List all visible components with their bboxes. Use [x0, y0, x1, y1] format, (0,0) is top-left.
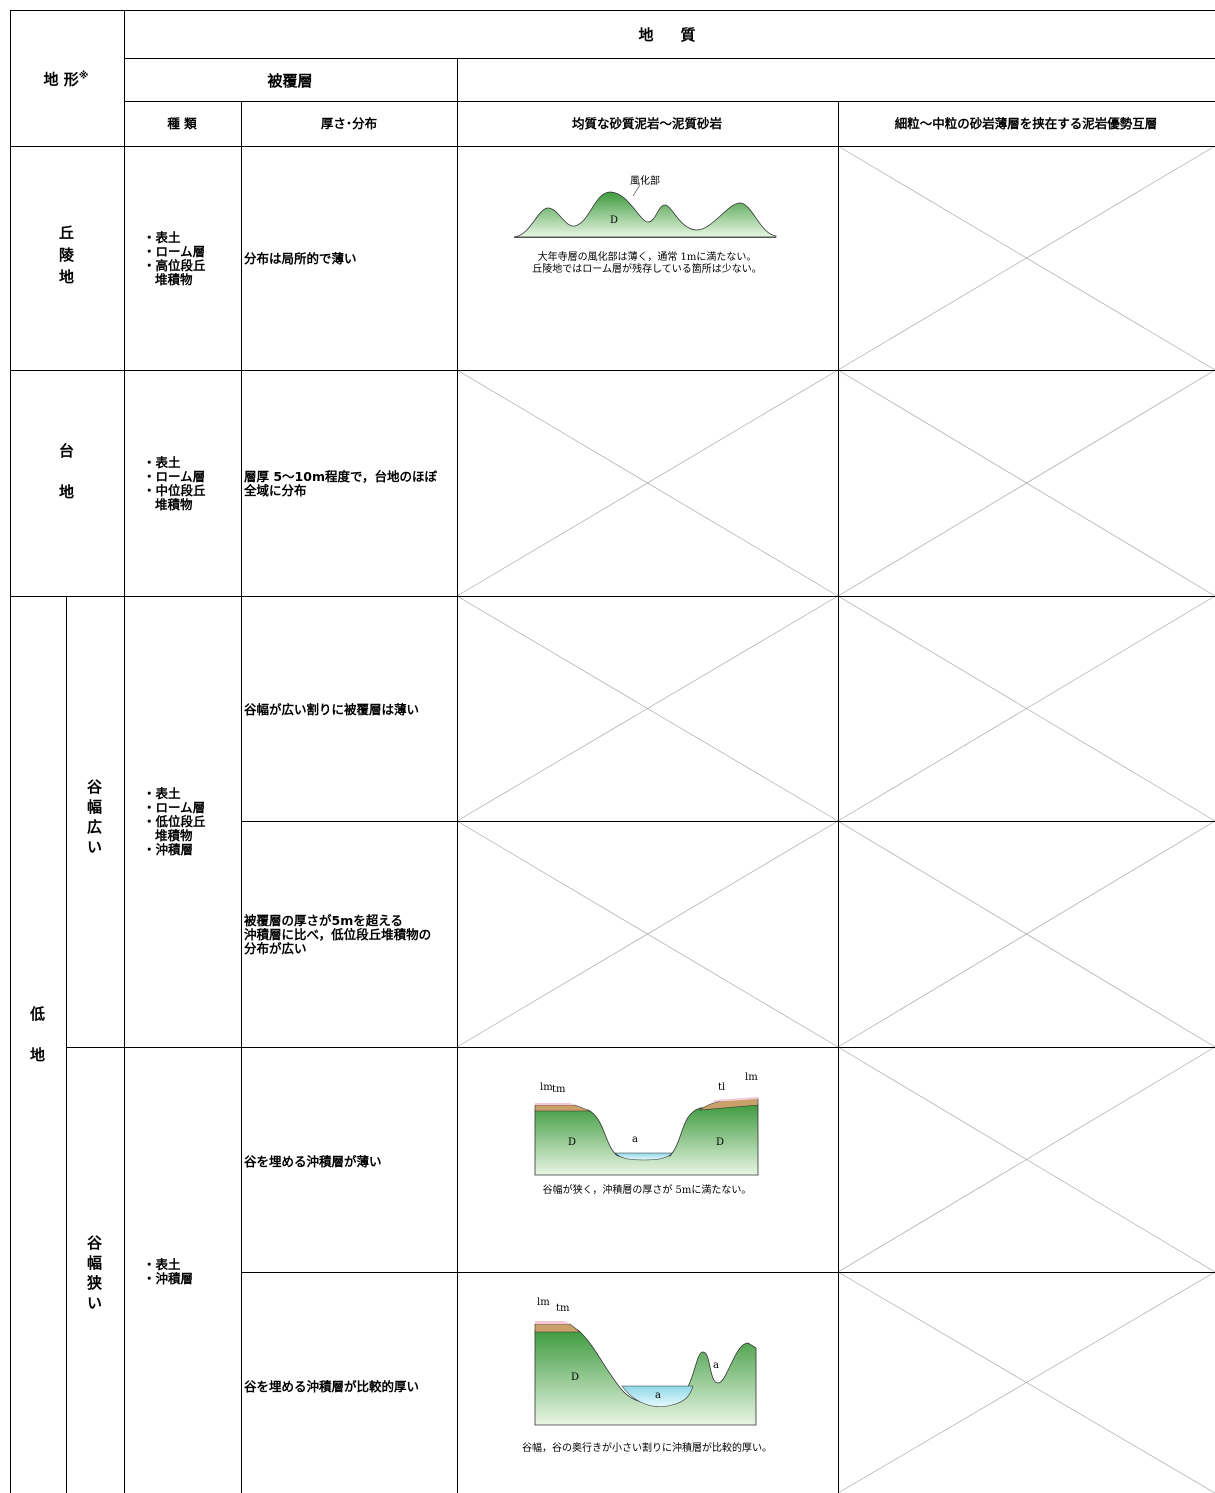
figure-caption: 谷幅，谷の奥行きが小さい割りに沖積層が比較的厚い。 — [522, 1443, 772, 1455]
figure-label: a — [632, 1134, 638, 1145]
empty-cell-cross — [837, 595, 1215, 822]
empty-cell-cross — [456, 820, 839, 1048]
kind-list-line: ・表土 — [143, 230, 181, 245]
thickness-text-line: 沖積層に比べ，低位段丘堆積物の — [244, 927, 432, 942]
geology-header: 地 質 — [638, 26, 702, 44]
empty-cell-cross — [456, 369, 839, 597]
thickness-text: 谷を埋める沖積層が薄い — [244, 1155, 382, 1169]
thickness-text: 被覆層の厚さが5mを超える 沖積層に比べ，低位段丘堆積物の 分布が広い — [244, 914, 431, 956]
hill-figure: 風化部 D — [513, 174, 777, 238]
kind-list-line: ・ローム層 — [143, 244, 206, 259]
thickness-text-line: 分布は局所的で薄い — [244, 251, 357, 266]
kind-list: ・表土 ・ローム層 ・中位段丘 堆積物 — [143, 456, 206, 512]
figure-label: D — [568, 1137, 576, 1148]
kind-list-line: 堆積物 — [155, 497, 193, 512]
thickness-text: 分布は局所的で薄い — [244, 252, 357, 266]
thickness-text-line: 層厚 5～10m程度で，台地のほぼ — [244, 469, 437, 484]
thick-valley-figure: lm tm D a a — [534, 1297, 757, 1426]
landform-label: 谷幅広い — [85, 779, 103, 859]
empty-cell-cross — [837, 820, 1215, 1048]
kind-list-line: 堆積物 — [155, 272, 193, 287]
kind-list: ・表土 ・ローム層 ・低位段丘 堆積物 ・沖積層 — [143, 787, 206, 857]
kind-list-line: ・沖積層 — [143, 1271, 194, 1286]
empty-cell-cross — [837, 1271, 1215, 1493]
empty-cell-cross — [456, 595, 839, 822]
figure-label: lm — [537, 1297, 550, 1308]
kind-list: ・表土 ・沖積層 — [143, 1258, 193, 1286]
landform-label: 台地 — [57, 443, 75, 525]
thickness-text: 谷を埋める沖積層が比較的厚い — [244, 1380, 419, 1394]
kind-list-line: ・低位段丘 — [143, 814, 206, 829]
landform-label: 低地 — [28, 1006, 46, 1088]
figure-label: lm — [540, 1082, 553, 1093]
header-text: 地 形 — [43, 70, 79, 89]
kind-list-line: ・表土 — [143, 1257, 181, 1272]
figure-label: D — [716, 1137, 724, 1148]
figure-label: 風化部 — [630, 174, 660, 187]
figure-caption: 大年寺層の風化部は薄く，通常 1mに満たない。 丘陵地ではローム層が残存している箇… — [532, 252, 761, 276]
geology-b-header: 細粒～中粒の砂岩薄層を挟在する泥岩優勢互層 — [894, 116, 1158, 131]
geology-a-header: 均質な砂質泥岩～泥質砂岩 — [571, 116, 723, 131]
kind-list-line: ・表土 — [143, 786, 181, 801]
thickness-text-line: 谷を埋める沖積層が薄い — [244, 1154, 382, 1169]
thickness-header: 厚さ･分布 — [320, 116, 378, 131]
thickness-text-line: 被覆層の厚さが5mを超える — [244, 913, 403, 928]
landform-label: 丘陵地 — [57, 225, 75, 291]
figure-label: a — [655, 1390, 661, 1401]
figure-caption: 谷幅が狭く，沖積層の厚さが 5mに満たない。 — [543, 1185, 752, 1197]
kind-list-line: ・高位段丘 — [143, 258, 206, 273]
figure-label: D — [571, 1372, 579, 1383]
figure-caption-line: 谷幅，谷の奥行きが小さい割りに沖積層が比較的厚い。 — [522, 1443, 772, 1454]
thickness-text: 谷幅が広い割りに被覆層は薄い — [244, 703, 419, 717]
thickness-text-line: 分布が広い — [244, 941, 307, 956]
narrow-valley-figure: lm tm tl lm D a D — [534, 1072, 759, 1176]
figure-label: a — [713, 1360, 719, 1371]
cover-header: 被覆層 — [267, 72, 313, 90]
figure-label: D — [610, 215, 618, 226]
empty-cell-cross — [837, 145, 1215, 371]
thickness-text-line: 谷を埋める沖積層が比較的厚い — [244, 1379, 420, 1394]
figure-caption-line: 大年寺層の風化部は薄く，通常 1mに満たない。 — [537, 252, 757, 263]
landform-label: 谷幅狭い — [85, 1235, 103, 1315]
figure-label: tm — [552, 1084, 566, 1095]
empty-cell-cross — [837, 1046, 1215, 1273]
kind-list-line: ・ローム層 — [143, 800, 206, 815]
thickness-text-line: 谷幅が広い割りに被覆層は薄い — [244, 702, 420, 717]
thickness-text-line: 全域に分布 — [244, 483, 307, 498]
header-note: ※ — [78, 70, 89, 82]
kind-header: 種 類 — [167, 116, 197, 131]
figure-label: lm — [745, 1072, 758, 1083]
figure-caption-line: 谷幅が狭く，沖積層の厚さが 5mに満たない。 — [542, 1185, 752, 1196]
kind-list-line: 堆積物 — [155, 828, 193, 843]
figure-caption-line: 丘陵地ではローム層が残存している箇所は少ない。 — [532, 264, 762, 275]
kind-list-line: ・表土 — [143, 455, 181, 470]
figure-label: tl — [718, 1082, 725, 1093]
empty-cell-cross — [837, 369, 1215, 597]
kind-list-line: ・ローム層 — [143, 469, 206, 484]
kind-list-line: ・中位段丘 — [143, 483, 206, 498]
landform-header: 地 形※ — [43, 70, 89, 89]
kind-list-line: ・沖積層 — [143, 842, 194, 857]
figure-label: tm — [556, 1303, 570, 1314]
kind-list: ・表土 ・ローム層 ・高位段丘 堆積物 — [143, 231, 206, 287]
thickness-text: 層厚 5～10m程度で，台地のほぼ 全域に分布 — [244, 470, 437, 498]
